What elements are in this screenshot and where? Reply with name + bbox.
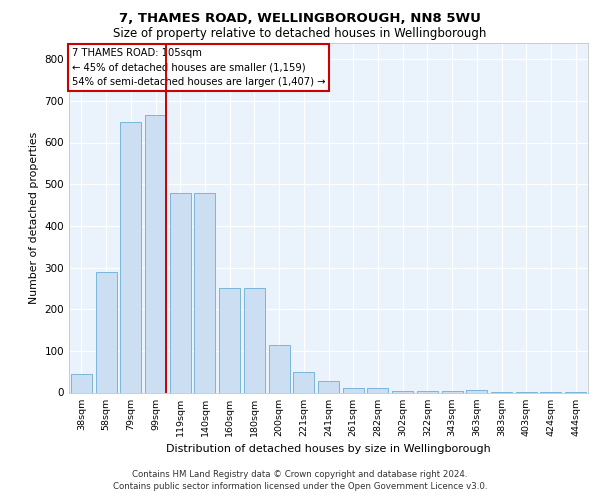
Text: 7, THAMES ROAD, WELLINGBOROUGH, NN8 5WU: 7, THAMES ROAD, WELLINGBOROUGH, NN8 5WU xyxy=(119,12,481,26)
Text: 7 THAMES ROAD: 105sqm
← 45% of detached houses are smaller (1,159)
54% of semi-d: 7 THAMES ROAD: 105sqm ← 45% of detached … xyxy=(71,48,325,86)
Bar xyxy=(71,374,92,392)
Bar xyxy=(442,391,463,392)
Bar xyxy=(392,391,413,392)
Bar xyxy=(145,116,166,392)
Text: Contains HM Land Registry data © Crown copyright and database right 2024.: Contains HM Land Registry data © Crown c… xyxy=(132,470,468,479)
Bar xyxy=(318,381,339,392)
X-axis label: Distribution of detached houses by size in Wellingborough: Distribution of detached houses by size … xyxy=(166,444,491,454)
Bar xyxy=(170,192,191,392)
Bar xyxy=(466,390,487,392)
Bar xyxy=(120,122,141,392)
Bar xyxy=(293,372,314,392)
Bar xyxy=(219,288,240,393)
Y-axis label: Number of detached properties: Number of detached properties xyxy=(29,132,39,304)
Bar xyxy=(95,272,116,392)
Bar xyxy=(417,391,438,392)
Bar xyxy=(269,346,290,393)
Text: Size of property relative to detached houses in Wellingborough: Size of property relative to detached ho… xyxy=(113,28,487,40)
Bar xyxy=(343,388,364,392)
Bar xyxy=(244,288,265,393)
Bar xyxy=(194,192,215,392)
Text: Contains public sector information licensed under the Open Government Licence v3: Contains public sector information licen… xyxy=(113,482,487,491)
Bar xyxy=(367,388,388,392)
